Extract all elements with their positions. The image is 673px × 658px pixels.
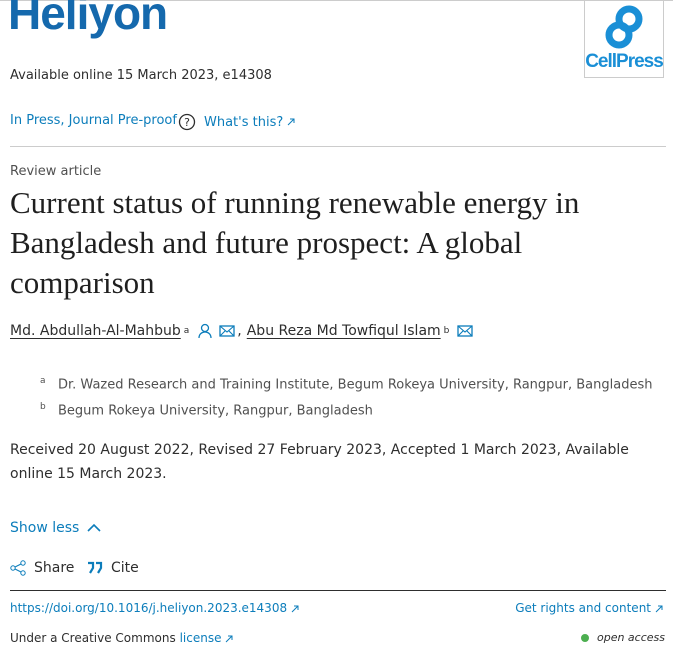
article-title: Current status of running renewable ener… xyxy=(10,185,580,300)
external-icon xyxy=(655,605,663,612)
external-icon xyxy=(291,605,299,612)
affiliation-text: Begum Rokeya University, Rangpur, Bangla… xyxy=(58,403,373,419)
access: open access xyxy=(580,631,665,644)
svg-text:?: ? xyxy=(184,116,190,129)
help-text: What's this? xyxy=(204,114,284,130)
history: Received 20 August 2022, Revised 27 Febr… xyxy=(10,442,629,482)
license-link[interactable]: license xyxy=(179,631,222,645)
affiliations: a Dr. Wazed Research and Training Institu… xyxy=(40,370,652,423)
license-prefix: Under a Creative Commons xyxy=(10,631,176,645)
share-icon xyxy=(10,560,26,576)
access-dot xyxy=(580,633,589,642)
publisher-name: CellPress xyxy=(585,51,664,72)
email-icon[interactable] xyxy=(457,324,474,338)
affiliation: a Dr. Wazed Research and Training Institu… xyxy=(40,370,652,396)
status-link[interactable]: In Press, Journal Pre-proof xyxy=(10,113,177,128)
divider xyxy=(10,590,666,591)
publisher-icon xyxy=(605,5,643,49)
author-name[interactable]: Md. Abdullah-Al-Mahbub xyxy=(10,323,181,339)
person-icon[interactable] xyxy=(197,323,213,339)
affiliation: b Begum Rokeya University, Rangpur, Bangl… xyxy=(40,396,652,422)
cite-text: Cite xyxy=(111,560,139,576)
author-name[interactable]: Abu Reza Md Towfiqul Islam xyxy=(246,323,441,339)
publisher-logo[interactable]: CellPress xyxy=(584,0,664,78)
license: Under a Creative Commons license xyxy=(10,631,233,645)
doi-text: https://doi.org/10.1016/j.heliyon.2023.e… xyxy=(10,601,288,615)
doi-link[interactable]: https://doi.org/10.1016/j.heliyon.2023.e… xyxy=(10,601,299,615)
external-icon xyxy=(226,635,233,642)
rights-link[interactable]: Get rights and content xyxy=(515,601,663,615)
affiliation-label: b xyxy=(40,402,46,413)
article-type: Review article xyxy=(10,164,102,179)
availability: Available online 15 March 2023, e14308 xyxy=(10,68,272,83)
author-affiliation: b xyxy=(443,326,450,336)
help-link[interactable]: ? What's this? xyxy=(178,113,295,131)
cite[interactable]: Cite xyxy=(87,560,139,576)
email-icon[interactable] xyxy=(219,324,235,338)
author-separator: , xyxy=(237,323,242,339)
chevron-icon xyxy=(87,523,101,532)
toggle-text: Show less xyxy=(10,520,80,536)
affiliation-text: Dr. Wazed Research and Training Institut… xyxy=(58,377,653,393)
author-affiliation: a xyxy=(183,326,190,336)
share-text: Share xyxy=(34,560,75,576)
external-icon xyxy=(287,118,295,126)
rights-text: Get rights and content xyxy=(515,601,651,615)
access-text: open access xyxy=(596,631,665,644)
help-icon: ? xyxy=(178,113,196,131)
top-rule xyxy=(0,0,673,1)
divider xyxy=(10,146,666,147)
authors: Md. Abdullah-Al-Mahbub a , Abu Reza Md To… xyxy=(10,323,474,339)
affiliation-label: a xyxy=(40,376,46,386)
journal-logo[interactable]: Heliyon xyxy=(8,0,168,39)
share[interactable]: Share xyxy=(10,560,74,576)
cite-icon xyxy=(88,561,103,574)
toggle[interactable]: Show less xyxy=(10,520,101,536)
